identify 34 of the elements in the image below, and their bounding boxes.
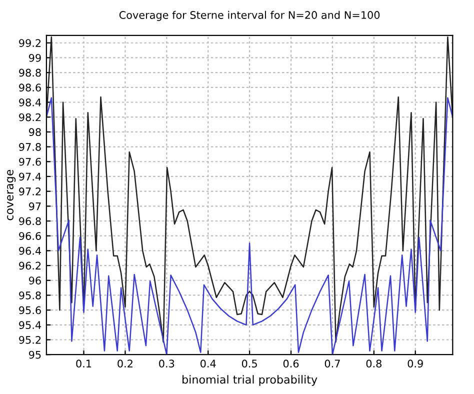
- y-tick-label: 96: [28, 276, 41, 284]
- y-tick-label: 95.8: [19, 291, 41, 300]
- y-tick-label: 95.6: [19, 306, 41, 314]
- x-tick-label: 0.3: [159, 360, 174, 368]
- y-tick-label: 98.4: [19, 98, 42, 106]
- y-tick-label: 99.2: [19, 39, 41, 47]
- y-tick-label: 98.6: [19, 84, 41, 92]
- y-tick-label: 95.4: [19, 321, 42, 330]
- y-tick-label: 97.6: [19, 158, 41, 166]
- y-axis-title: coverage: [7, 170, 16, 220]
- x-tick-label: 0.1: [76, 360, 92, 368]
- x-tick-label: 0.4: [200, 360, 216, 368]
- y-tick-label: 96.2: [19, 262, 41, 270]
- y-tick-label: 97.8: [19, 143, 41, 151]
- x-tick-label: 0.9: [408, 360, 423, 368]
- x-tick-label: 0.6: [283, 360, 299, 368]
- y-tick-label: 97: [28, 202, 41, 210]
- y-tick-label: 98.8: [19, 68, 41, 77]
- x-tick-label: 0.5: [242, 360, 257, 368]
- x-axis-title: binomial trial probability: [182, 375, 318, 386]
- y-tick-label: 98: [28, 128, 41, 136]
- y-tick-label: 96.6: [19, 232, 41, 240]
- y-tick-label: 97.4: [19, 172, 42, 181]
- x-tick-label: 0.8: [366, 360, 382, 368]
- y-tick-label: 96.4: [19, 246, 42, 255]
- y-tick-label: 95.2: [19, 336, 41, 344]
- y-tick-label: 96.8: [19, 217, 41, 226]
- y-tick-label: 99: [28, 54, 41, 62]
- y-tick-label: 95: [28, 350, 41, 359]
- x-tick-label: 0.2: [118, 360, 132, 368]
- x-tick-label: 0.7: [324, 360, 340, 368]
- chart-title: Coverage for Sterne interval for N=20 and N=100: [119, 10, 380, 21]
- y-tick-label: 98.2: [19, 113, 41, 122]
- y-tick-label: 97.2: [19, 188, 41, 196]
